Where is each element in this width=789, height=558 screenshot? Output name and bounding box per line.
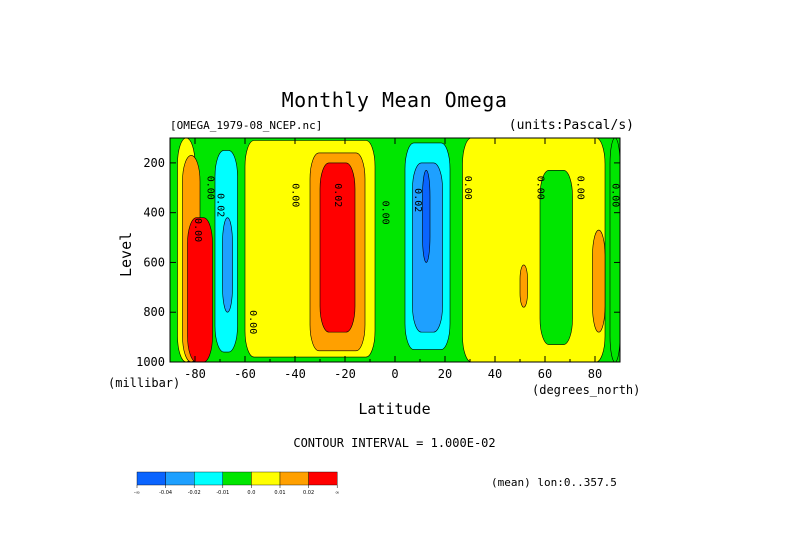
- colorbar-label: -∞: [134, 490, 140, 496]
- x-axis-title: Latitude: [358, 400, 431, 418]
- x-tick-label: 80: [588, 367, 602, 381]
- contour-region: [519, 264, 528, 308]
- colorbar-bin: [193, 471, 223, 486]
- contour-label: 0.00: [535, 176, 546, 200]
- contour-label: 0.00: [610, 183, 621, 207]
- contour-label: 0.02: [412, 188, 423, 212]
- contour-region: [462, 137, 606, 363]
- contour-fill-regions: [170, 137, 621, 363]
- y-tick-label: 400: [143, 206, 165, 220]
- contour-region: [319, 162, 356, 333]
- contour-label: 0.02: [215, 193, 226, 217]
- contour-label: 0.00: [205, 176, 216, 200]
- colorbar-label: -0.02: [188, 490, 201, 496]
- contour-region: [222, 217, 233, 313]
- colorbar-label: ∞: [335, 490, 339, 496]
- colorbar-bin: [165, 471, 195, 486]
- contour-label: 0.00: [290, 183, 301, 207]
- x-axis-unit: (degrees_north): [532, 383, 641, 397]
- contour-region: [539, 170, 573, 345]
- contour-label: 0.00: [462, 176, 473, 200]
- colorbar-label: 0.01: [274, 490, 285, 496]
- colorbar-label: 0.0: [247, 490, 255, 496]
- contour-labels: 0.000.020.000.000.00 0.020.000.020.00 0.00…: [192, 176, 621, 334]
- y-axis-ticks: 200 400 600 800 1000: [136, 156, 620, 369]
- colorbar-bin: [251, 471, 281, 486]
- contour-region: [422, 170, 431, 263]
- contour-label: 0.02: [332, 183, 343, 207]
- colorbar-label: 0.02: [303, 490, 314, 496]
- colorbar-label: -0.04: [159, 490, 172, 496]
- x-axis-ticks: -80 -60 -40 -20 0 20 40 60 80: [169, 138, 621, 381]
- colorbar-label: -0.01: [216, 490, 229, 496]
- chart-title: Monthly Mean Omega: [281, 88, 508, 112]
- contour-region: [609, 137, 621, 363]
- x-tick-label: -80: [184, 367, 206, 381]
- contour-label: 0.00: [575, 176, 586, 200]
- y-tick-label: 200: [143, 156, 165, 170]
- dataset-label: [OMEGA_1979-08_NCEP.nc]: [170, 119, 323, 132]
- contour-region: [592, 229, 606, 333]
- y-axis-title: Level: [117, 231, 135, 277]
- colorbar-bin: [308, 471, 338, 486]
- x-tick-label: -40: [284, 367, 306, 381]
- contour-interval-note: CONTOUR INTERVAL = 1.000E-02: [293, 436, 496, 450]
- colorbar-bin: [279, 471, 309, 486]
- contour-label: 0.00: [247, 310, 258, 334]
- x-tick-label: 40: [488, 367, 502, 381]
- units-label: (units:Pascal/s): [508, 118, 634, 133]
- colorbar-bin: [222, 471, 252, 486]
- x-tick-label: -20: [334, 367, 356, 381]
- contour-label: 0.00: [192, 218, 203, 242]
- colorbar-bin: [136, 471, 166, 486]
- y-axis-unit: (millibar): [108, 376, 181, 390]
- y-tick-label: 600: [143, 255, 165, 269]
- x-tick-label: 0: [391, 367, 398, 381]
- contour-label: 0.00: [380, 201, 391, 225]
- x-tick-label: -60: [234, 367, 256, 381]
- mean-longitude-note: (mean) lon:0..357.5: [491, 476, 617, 489]
- x-tick-label: 60: [538, 367, 552, 381]
- y-tick-label: 1000: [136, 355, 165, 369]
- x-tick-label: 20: [438, 367, 452, 381]
- y-tick-label: 800: [143, 305, 165, 319]
- colorbar: -∞ -0.04 -0.02 -0.01 0.0 0.01 0.02 ∞: [134, 471, 339, 496]
